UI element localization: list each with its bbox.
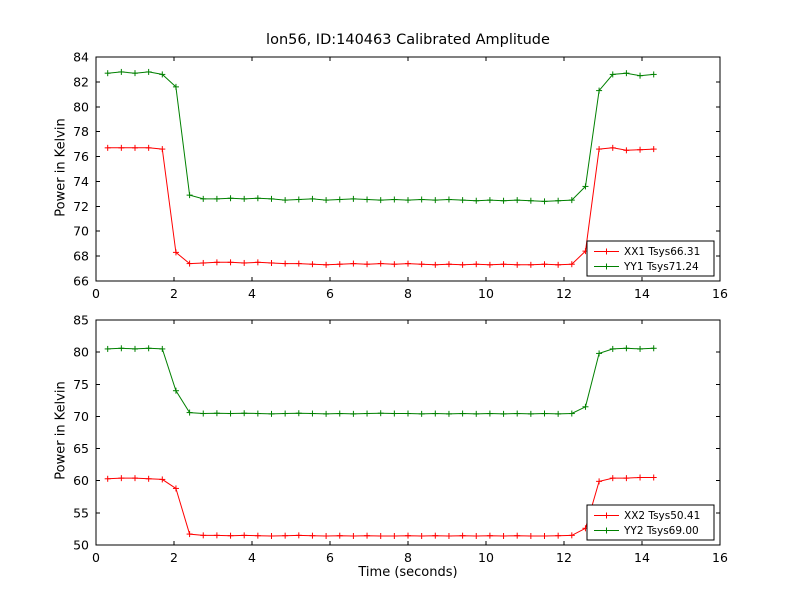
- y-tick-label: 60: [73, 473, 89, 488]
- x-tick-label: 6: [326, 286, 334, 301]
- legend-box: [586, 240, 715, 277]
- y-tick-label: 72: [73, 199, 89, 214]
- y-tick-label: 70: [73, 224, 89, 239]
- x-tick-label: 0: [92, 286, 100, 301]
- y-tick-label: 70: [73, 409, 89, 424]
- x-tick-label: 12: [556, 550, 572, 565]
- y-tick-label: 66: [73, 274, 89, 289]
- x-tick-label: 10: [478, 550, 494, 565]
- legend-label: XX1 Tsys66.31: [624, 246, 700, 258]
- x-tick-label: 14: [634, 550, 650, 565]
- legend: XX2 Tsys50.41 YY2 Tsys69.00: [586, 504, 715, 541]
- x-tick-label: 6: [326, 550, 334, 565]
- x-tick-label: 8: [404, 550, 412, 565]
- y-tick-label: 78: [73, 124, 89, 139]
- y-tick-label: 80: [73, 345, 89, 360]
- x-tick-label: 2: [170, 286, 178, 301]
- x-tick-label: 14: [634, 286, 650, 301]
- legend-box: [586, 504, 715, 541]
- y-tick-label: 75: [73, 377, 89, 392]
- y-tick-label: 74: [73, 174, 89, 189]
- x-tick-label: 10: [478, 286, 494, 301]
- bottom-y-axis-label: Power in Kelvin: [53, 381, 69, 480]
- series-markers: [104, 68, 657, 205]
- x-tick-label: 0: [92, 550, 100, 565]
- series-markers: [104, 345, 657, 417]
- x-tick-label: 16: [712, 286, 728, 301]
- x-tick-label: 12: [556, 286, 572, 301]
- x-tick-label: 16: [712, 550, 728, 565]
- chart-title: lon56, ID:140463 Calibrated Amplitude: [266, 32, 550, 48]
- legend-label: XX2 Tsys50.41: [624, 510, 700, 522]
- legend-label: YY1 Tsys71.24: [623, 261, 699, 273]
- x-tick-label: 4: [248, 550, 256, 565]
- y-tick-label: 55: [73, 505, 89, 520]
- x-tick-label: 8: [404, 286, 412, 301]
- y-tick-label: 68: [73, 249, 89, 264]
- y-tick-label: 84: [73, 50, 89, 65]
- series-markers: [104, 144, 657, 268]
- legend: XX1 Tsys66.31 YY1 Tsys71.24: [586, 240, 715, 277]
- x-axis-label: Time (seconds): [358, 565, 458, 580]
- y-tick-label: 85: [73, 313, 89, 328]
- y-tick-label: 80: [73, 99, 89, 114]
- y-tick-label: 65: [73, 441, 89, 456]
- x-tick-label: 4: [248, 286, 256, 301]
- subplot-2: 0 2 4 6 8 10 12 14 16 50 55 60 65 70 75 80 85 XX2 Tsys50.…: [73, 313, 728, 566]
- top-y-axis-label: Power in Kelvin: [53, 118, 69, 217]
- legend-label: YY2 Tsys69.00: [623, 525, 699, 537]
- y-tick-label: 82: [73, 74, 89, 89]
- y-tick-label: 50: [73, 538, 89, 553]
- y-tick-label: 76: [73, 149, 89, 164]
- x-tick-label: 2: [170, 550, 178, 565]
- series-markers: [104, 474, 657, 539]
